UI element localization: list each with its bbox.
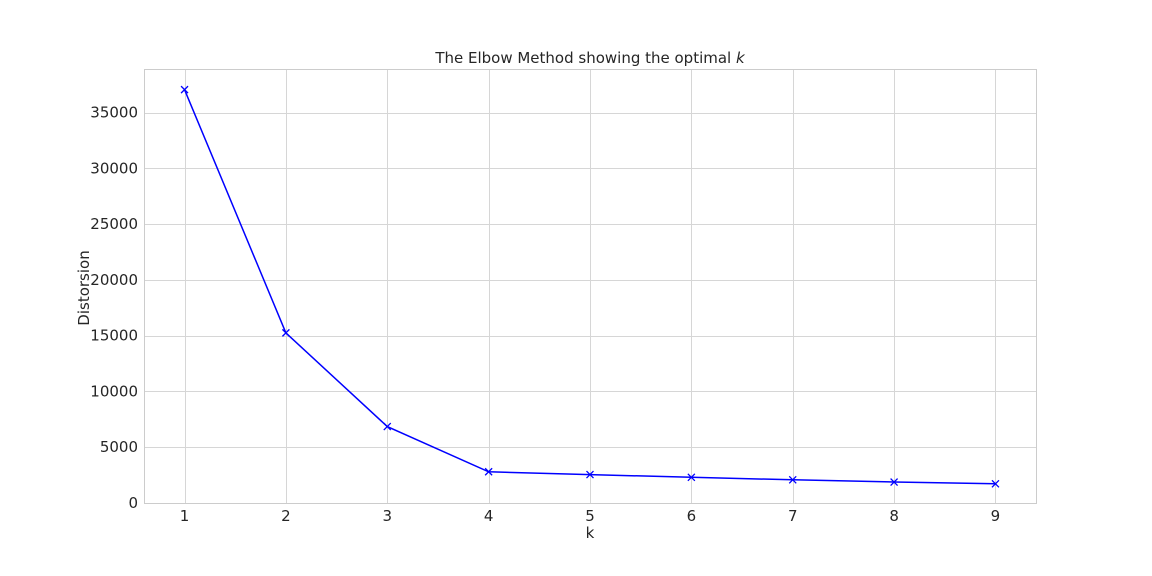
y-tick-label-5: 25000 [90, 215, 138, 233]
x-tick-label-4: 5 [585, 507, 595, 525]
y-tick-label-6: 30000 [90, 159, 138, 177]
x-tick-label-0: 1 [180, 507, 190, 525]
x-axis-label: k [586, 524, 595, 542]
x-tick-label-2: 3 [382, 507, 392, 525]
data-point-2 [281, 328, 290, 337]
y-tick-label-4: 20000 [90, 271, 138, 289]
x-tick-label-6: 7 [788, 507, 798, 525]
data-point-3 [383, 422, 392, 431]
data-point-1 [180, 85, 189, 94]
plot-frame [144, 69, 1037, 504]
data-point-9 [991, 479, 1000, 488]
x-tick-label-3: 4 [484, 507, 494, 525]
y-tick-label-1: 5000 [100, 438, 138, 456]
grid [144, 69, 1036, 504]
chart-title-main: The Elbow Method showing the optimal [434, 49, 736, 67]
x-ticks: 1 2 3 4 5 6 7 8 9 [180, 507, 1000, 525]
y-tick-label-3: 15000 [90, 327, 138, 345]
chart-title: The Elbow Method showing the optimal k [434, 49, 746, 67]
data-point-7 [788, 475, 797, 484]
x-tick-label-8: 9 [991, 507, 1001, 525]
data-point-4 [484, 467, 493, 476]
y-axis-label: Distorsion [75, 250, 93, 325]
x-tick-label-5: 6 [687, 507, 697, 525]
data-point-5 [586, 470, 594, 479]
y-ticks: 0 5000 10000 15000 20000 25000 30000 35000 [90, 104, 138, 512]
x-tick-label-7: 8 [889, 507, 899, 525]
data-point-6 [687, 473, 696, 482]
y-tick-label-0: 0 [128, 494, 138, 512]
chart-title-italic: k [736, 49, 746, 67]
data-point-8 [890, 478, 899, 486]
y-tick-label-2: 10000 [90, 382, 138, 400]
x-tick-label-1: 2 [281, 507, 291, 525]
series-group [180, 85, 1000, 488]
y-tick-label-7: 35000 [90, 104, 138, 122]
